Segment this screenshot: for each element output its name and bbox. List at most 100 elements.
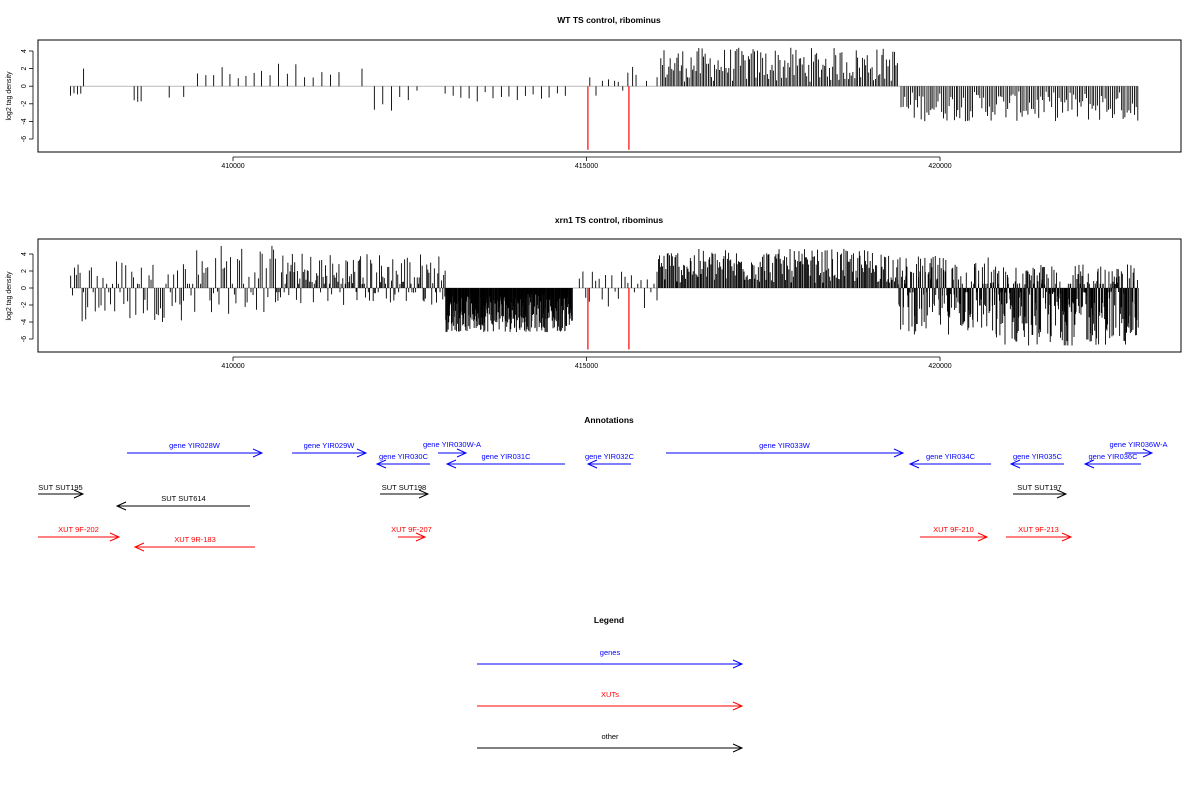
xut-annotation-label: XUT 9F-202 <box>58 525 99 534</box>
gene-annotation: gene YIR031C <box>445 452 565 469</box>
sut-annotation-arrowhead <box>73 489 85 499</box>
xut-annotation-arrowhead <box>977 532 989 542</box>
gene-annotation: gene YIR028W <box>127 441 264 458</box>
wt-y-axis-label: log2 tag density <box>6 71 13 121</box>
legend-label: XUTs <box>601 690 619 699</box>
gene-annotation-label: gene YIR035C <box>1013 452 1063 461</box>
gene-annotation-arrowhead <box>356 448 368 458</box>
xrn1-y-tick-label: -6 <box>21 336 28 342</box>
legend-item-genes: genes <box>477 648 744 669</box>
gene-annotation: gene YIR035C <box>1009 452 1064 469</box>
xut-annotation-label: XUT 9F-213 <box>1018 525 1059 534</box>
gene-annotation-label: gene YIR030W-A <box>423 440 481 449</box>
sut-annotation-arrowhead <box>1056 489 1068 499</box>
gene-annotation: gene YIR033W <box>666 441 905 458</box>
legend-item-other: other <box>477 732 744 753</box>
wt-plot-frame <box>37 39 1182 153</box>
xut-annotation-label: XUT 9F-210 <box>933 525 974 534</box>
gene-annotation-arrowhead <box>893 448 905 458</box>
xrn1-bars <box>70 245 1139 346</box>
wt-x-tick-label: 410000 <box>221 163 244 170</box>
xrn1-x-tick-label: 410000 <box>221 363 244 370</box>
xut-annotation: XUT 9R-183 <box>133 535 255 552</box>
wt-y-tick-label: 4 <box>21 49 28 53</box>
wt-plot-title: WT TS control, ribominus <box>557 15 661 25</box>
gene-annotation-arrowhead <box>1142 448 1154 458</box>
xut-annotation: XUT 9F-213 <box>1006 525 1073 542</box>
wt-y-axis: 4 2 0 -2 -4 -6 <box>21 49 34 142</box>
legend-arrowhead <box>732 743 744 753</box>
legend-item-xuts: XUTs <box>477 690 744 711</box>
xrn1-plot-frame <box>37 238 1182 353</box>
gene-annotation: gene YIR030C <box>375 452 430 469</box>
gene-annotation-arrowhead <box>1009 459 1021 469</box>
xrn1-plot-panel: xrn1 TS control, ribominus log2 tag dens… <box>6 215 1182 370</box>
sut-annotation-label: SUT SUT195 <box>38 483 82 492</box>
xrn1-y-tick-label: -4 <box>21 319 28 325</box>
gene-annotation: gene YIR032C <box>585 452 635 469</box>
gene-annotation-label: gene YIR033W <box>759 441 811 450</box>
wt-plot-panel: WT TS control, ribominus log2 tag densit… <box>6 15 1182 170</box>
xrn1-markers <box>587 288 630 350</box>
xrn1-y-tick-label: 2 <box>21 269 28 273</box>
xut-annotation-arrowhead <box>109 532 121 542</box>
xrn1-y-axis-label: log2 tag density <box>6 271 13 321</box>
gene-annotation-label: gene YIR036W-A <box>1109 440 1167 449</box>
sut-annotation-arrowhead <box>418 489 430 499</box>
xut-annotation: XUT 9F-207 <box>391 525 432 542</box>
xut-annotation-label: XUT 9R-183 <box>174 535 216 544</box>
gene-annotation-arrowhead <box>445 459 457 469</box>
xut-annotation: XUT 9F-202 <box>38 525 121 542</box>
gene-annotation-label: gene YIR029W <box>304 441 356 450</box>
wt-y-tick-label: -4 <box>21 118 28 124</box>
gene-annotation-arrowhead <box>375 459 387 469</box>
xrn1-x-tick-label: 415000 <box>575 363 598 370</box>
wt-markers <box>587 86 630 150</box>
gene-annotation: gene YIR034C <box>908 452 991 469</box>
annotation-tracks: gene YIR028W gene YIR029W gene YIR030W-Age… <box>38 440 1168 552</box>
xrn1-y-tick-label: 0 <box>21 286 28 290</box>
xut-annotation-arrowhead <box>1061 532 1073 542</box>
gene-annotation: gene YIR029W <box>292 441 368 458</box>
xrn1-y-axis: 4 2 0 -2 -4 -6 <box>21 252 34 342</box>
wt-x-tick-label: 420000 <box>928 163 951 170</box>
gene-annotation-label: gene YIR036C <box>1088 452 1138 461</box>
xrn1-x-axis: 410000 415000 420000 <box>221 356 952 370</box>
sut-annotation-label: SUT SUT198 <box>382 483 426 492</box>
legend-title: Legend <box>594 615 624 625</box>
wt-y-tick-label: 0 <box>21 84 28 88</box>
xrn1-y-tick-label: 4 <box>21 252 28 256</box>
wt-y-tick-label: 2 <box>21 67 28 71</box>
xut-annotation-arrowhead <box>415 532 427 542</box>
wt-x-tick-label: 415000 <box>575 163 598 170</box>
legend-arrowhead <box>732 659 744 669</box>
xrn1-x-tick-label: 420000 <box>928 363 951 370</box>
gene-annotation-label: gene YIR031C <box>481 452 531 461</box>
sut-annotation-arrowhead <box>115 501 127 511</box>
sut-annotation-label: SUT SUT197 <box>1017 483 1061 492</box>
wt-y-tick-label: -6 <box>21 136 28 142</box>
gene-annotation-label: gene YIR030C <box>379 452 429 461</box>
gene-annotation: gene YIR036W-A <box>1109 440 1168 458</box>
gene-annotation: gene YIR030W-A <box>423 440 481 458</box>
xrn1-plot-title: xrn1 TS control, ribominus <box>555 215 663 225</box>
xut-annotation: XUT 9F-210 <box>920 525 989 542</box>
gene-annotation: gene YIR036C <box>1083 452 1141 469</box>
sut-annotation: SUT SUT614 <box>115 494 250 511</box>
legend-label: other <box>601 732 619 741</box>
wt-y-tick-label: -2 <box>21 101 28 107</box>
sut-annotation-label: SUT SUT614 <box>161 494 205 503</box>
legend-label: genes <box>600 648 621 657</box>
xut-annotation-label: XUT 9F-207 <box>391 525 432 534</box>
xut-annotation-arrowhead <box>133 542 145 552</box>
gene-annotation-arrowhead <box>252 448 264 458</box>
annotations-panel: Annotations gene YIR028W gene YIR029W gene… <box>38 415 1168 552</box>
sut-annotation: SUT SUT197 <box>1013 483 1068 499</box>
gene-annotation-arrowhead <box>908 459 920 469</box>
xrn1-y-tick-label: -2 <box>21 302 28 308</box>
gene-annotation-label: gene YIR032C <box>585 452 635 461</box>
legend-arrowhead <box>732 701 744 711</box>
legend-items: genes XUTs other <box>477 648 744 753</box>
annotations-title: Annotations <box>584 415 634 425</box>
sut-annotation: SUT SUT195 <box>38 483 85 499</box>
